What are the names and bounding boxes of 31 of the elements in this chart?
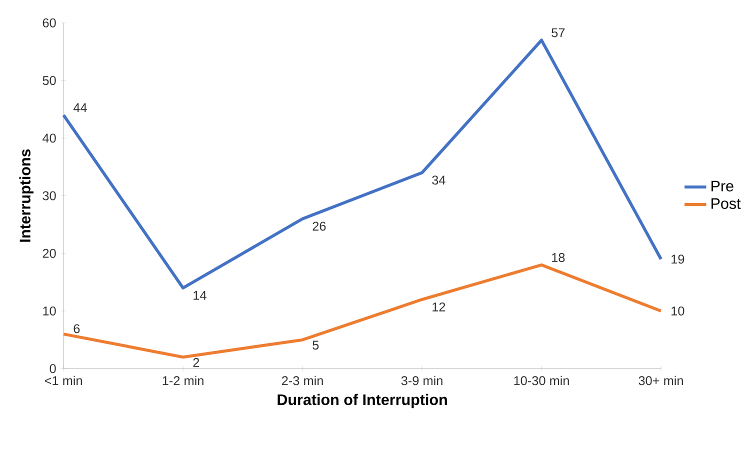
y-tick-label: 10 <box>43 306 56 316</box>
data-label: 6 <box>74 324 80 334</box>
data-label: 18 <box>552 253 565 262</box>
data-label: 57 <box>552 28 565 38</box>
line-series <box>62 264 663 359</box>
x-axis-title: Duration of Interruption <box>278 394 447 408</box>
x-tick-label: 3-9 min <box>401 376 442 386</box>
data-label: 2 <box>193 358 200 368</box>
x-tick-label: 10-30 min <box>514 376 569 386</box>
x-tick-label: 30+ min <box>638 376 683 386</box>
y-tick-label: 30 <box>42 192 56 200</box>
y-tick-label: 60 <box>42 18 56 28</box>
data-label: 19 <box>672 254 684 264</box>
x-tick-label: 1-2 min <box>162 376 204 386</box>
data-label: 10 <box>672 306 684 316</box>
data-label: 12 <box>432 302 446 312</box>
data-label: 34 <box>432 176 446 185</box>
y-tick-label: 40 <box>42 134 56 143</box>
legend-label: Post <box>712 198 741 210</box>
y-tick-label: 20 <box>42 249 56 258</box>
data-label: 14 <box>194 291 206 300</box>
y-axis-title: Interruptions <box>19 150 34 242</box>
y-tick-label: 0 <box>50 364 56 374</box>
line-series <box>62 38 663 290</box>
data-label: 5 <box>312 340 319 350</box>
x-tick-label: 2-3 min <box>282 376 323 386</box>
y-tick-label: 50 <box>42 76 56 86</box>
legend-label: Pre <box>712 181 734 192</box>
data-label: 26 <box>312 222 326 231</box>
data-label: 44 <box>73 104 87 112</box>
x-tick-label: <1 min <box>44 376 82 386</box>
